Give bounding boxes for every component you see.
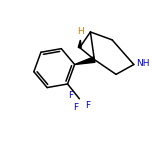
Text: F: F [73,103,78,112]
Text: F: F [85,101,90,110]
Text: NH: NH [136,59,149,68]
Polygon shape [75,57,95,64]
Text: F: F [68,91,73,100]
Polygon shape [78,40,81,48]
Text: H: H [77,27,84,36]
